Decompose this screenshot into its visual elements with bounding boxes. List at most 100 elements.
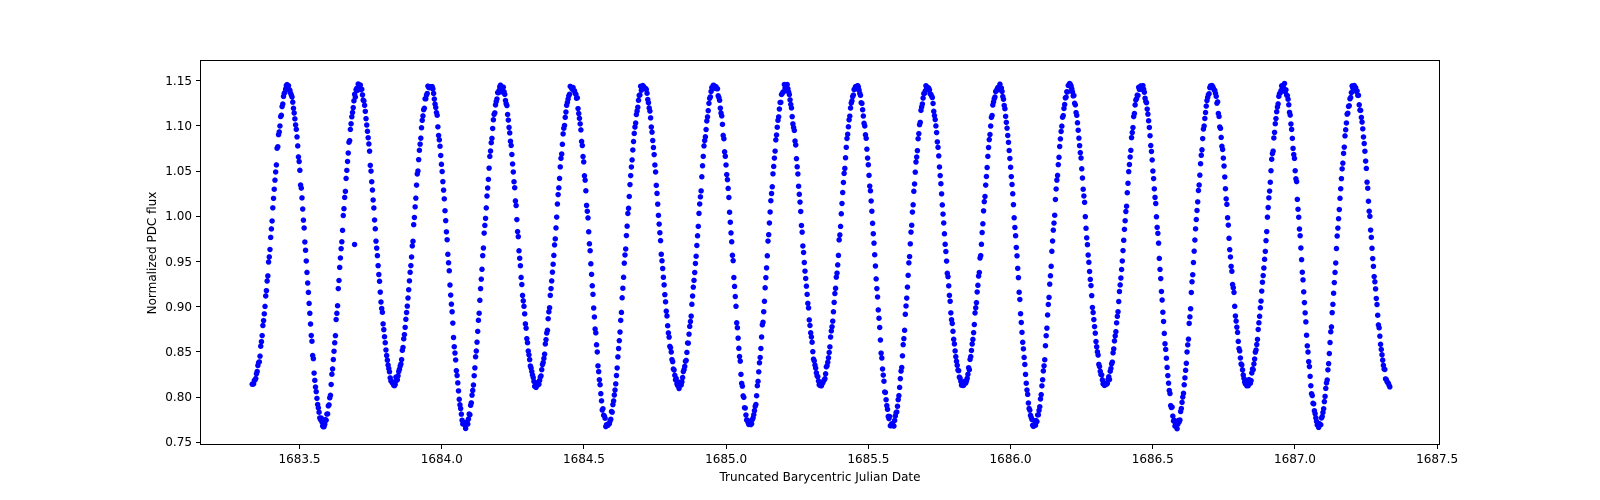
data-point xyxy=(1215,99,1221,105)
data-point xyxy=(730,258,736,264)
data-point xyxy=(335,303,341,309)
y-tick-label: 0.75 xyxy=(165,435,192,449)
data-point xyxy=(348,127,354,133)
data-point xyxy=(365,129,371,135)
data-point xyxy=(1090,310,1096,316)
data-point xyxy=(492,110,498,116)
data-point xyxy=(649,124,655,129)
data-point-outlier xyxy=(352,242,358,248)
data-point xyxy=(717,98,723,104)
data-point xyxy=(1022,362,1028,368)
data-point xyxy=(1368,227,1374,233)
data-point xyxy=(619,295,625,301)
data-point xyxy=(636,98,642,104)
data-point xyxy=(484,193,490,199)
data-point xyxy=(545,328,551,334)
data-point xyxy=(328,393,334,399)
data-point xyxy=(585,215,591,221)
data-point xyxy=(831,309,837,315)
data-point xyxy=(407,270,413,276)
data-point xyxy=(1199,147,1205,153)
data-point xyxy=(612,392,618,398)
data-point xyxy=(696,224,702,230)
data-point xyxy=(584,203,590,209)
data-point xyxy=(1085,252,1091,257)
data-point xyxy=(1267,188,1273,194)
data-point xyxy=(597,382,603,388)
data-point xyxy=(1290,146,1296,152)
data-point xyxy=(1363,158,1369,164)
data-point xyxy=(628,173,634,179)
data-point xyxy=(294,134,300,140)
data-point xyxy=(614,373,620,379)
data-point xyxy=(1149,149,1155,155)
data-point xyxy=(1057,144,1063,150)
data-point xyxy=(347,138,353,144)
data-point xyxy=(1092,324,1098,330)
data-point xyxy=(1007,156,1013,162)
data-point xyxy=(547,305,553,311)
data-point xyxy=(617,329,623,335)
data-point xyxy=(1365,185,1371,191)
data-point xyxy=(507,130,513,136)
x-tick-label: 1685.5 xyxy=(847,452,889,466)
data-point xyxy=(1051,227,1057,233)
data-point xyxy=(563,109,569,115)
data-point xyxy=(553,236,559,242)
data-point xyxy=(803,276,809,282)
data-point xyxy=(307,311,313,317)
data-point xyxy=(693,253,699,259)
data-point xyxy=(1053,186,1059,192)
data-point xyxy=(261,318,267,324)
x-tick-label: 1686.5 xyxy=(1132,452,1174,466)
data-point xyxy=(1297,226,1303,232)
data-point xyxy=(989,113,995,119)
data-point xyxy=(1300,269,1306,275)
data-point xyxy=(743,412,749,418)
data-point xyxy=(891,423,897,429)
data-point xyxy=(514,217,520,223)
data-point xyxy=(755,379,761,385)
data-point xyxy=(1056,162,1062,168)
x-tick xyxy=(1010,445,1011,449)
data-point xyxy=(364,122,370,128)
data-point xyxy=(450,320,456,326)
data-point xyxy=(406,287,412,293)
data-point xyxy=(562,123,568,129)
data-point xyxy=(977,270,983,276)
data-point xyxy=(1006,140,1012,146)
data-point xyxy=(1177,417,1183,423)
data-point xyxy=(971,330,977,336)
data-point xyxy=(1344,120,1350,126)
data-point xyxy=(725,186,731,192)
data-point xyxy=(622,260,628,266)
data-point xyxy=(259,333,265,339)
data-point xyxy=(1130,125,1136,131)
data-point xyxy=(1270,148,1276,154)
data-point xyxy=(1089,293,1095,299)
y-tick xyxy=(196,216,200,217)
data-point xyxy=(763,275,769,281)
data-point xyxy=(1380,357,1386,363)
data-point xyxy=(877,325,883,331)
data-point xyxy=(948,310,954,316)
data-point xyxy=(1299,257,1305,263)
data-point xyxy=(301,217,307,223)
data-point xyxy=(309,338,315,344)
data-point xyxy=(512,185,517,191)
data-point xyxy=(1053,197,1059,203)
data-point xyxy=(655,201,661,207)
data-point xyxy=(1005,133,1011,139)
data-point xyxy=(947,299,953,305)
data-point xyxy=(475,329,481,335)
data-point xyxy=(505,112,511,118)
data-point xyxy=(422,106,428,112)
data-point xyxy=(1202,116,1208,122)
data-point xyxy=(907,254,913,260)
data-point xyxy=(330,366,336,372)
data-point xyxy=(614,365,620,371)
data-point xyxy=(311,356,317,362)
y-tick xyxy=(196,306,200,307)
data-point xyxy=(1151,176,1157,182)
data-point xyxy=(723,154,729,160)
